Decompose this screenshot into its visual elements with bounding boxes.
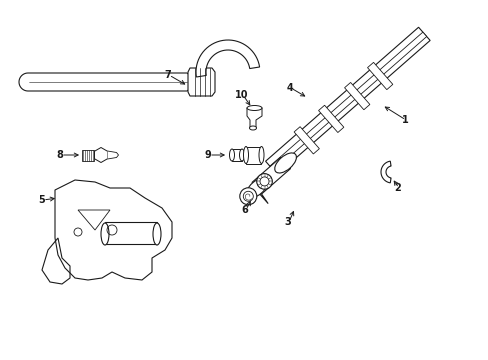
Polygon shape bbox=[94, 148, 107, 162]
Ellipse shape bbox=[274, 153, 296, 173]
Text: 5: 5 bbox=[39, 195, 45, 205]
Polygon shape bbox=[187, 68, 215, 96]
Text: 6: 6 bbox=[241, 205, 248, 215]
Polygon shape bbox=[265, 27, 429, 175]
Polygon shape bbox=[196, 40, 259, 77]
Text: 8: 8 bbox=[57, 150, 63, 160]
Polygon shape bbox=[251, 157, 290, 194]
Text: 4: 4 bbox=[286, 83, 293, 93]
Polygon shape bbox=[245, 147, 261, 163]
Ellipse shape bbox=[153, 223, 161, 245]
Polygon shape bbox=[269, 32, 426, 171]
Ellipse shape bbox=[246, 105, 262, 111]
Text: 10: 10 bbox=[235, 90, 248, 100]
Ellipse shape bbox=[229, 149, 234, 161]
Text: 1: 1 bbox=[401, 115, 407, 125]
Polygon shape bbox=[293, 127, 319, 154]
Ellipse shape bbox=[259, 147, 264, 163]
Polygon shape bbox=[107, 151, 118, 159]
Polygon shape bbox=[105, 222, 157, 244]
Circle shape bbox=[256, 174, 272, 189]
Ellipse shape bbox=[239, 149, 244, 161]
Polygon shape bbox=[344, 82, 369, 110]
Text: 3: 3 bbox=[284, 217, 291, 227]
Ellipse shape bbox=[249, 126, 256, 130]
Polygon shape bbox=[318, 105, 343, 132]
Polygon shape bbox=[231, 149, 242, 161]
Ellipse shape bbox=[243, 147, 248, 163]
Text: 2: 2 bbox=[394, 183, 401, 193]
Polygon shape bbox=[253, 169, 276, 204]
Polygon shape bbox=[380, 161, 390, 183]
Polygon shape bbox=[246, 108, 262, 128]
Circle shape bbox=[239, 188, 256, 205]
Polygon shape bbox=[19, 73, 194, 91]
Text: 7: 7 bbox=[164, 70, 171, 80]
Polygon shape bbox=[82, 149, 94, 161]
Polygon shape bbox=[367, 62, 392, 90]
Text: 9: 9 bbox=[204, 150, 211, 160]
Ellipse shape bbox=[101, 223, 109, 245]
Ellipse shape bbox=[245, 178, 267, 198]
